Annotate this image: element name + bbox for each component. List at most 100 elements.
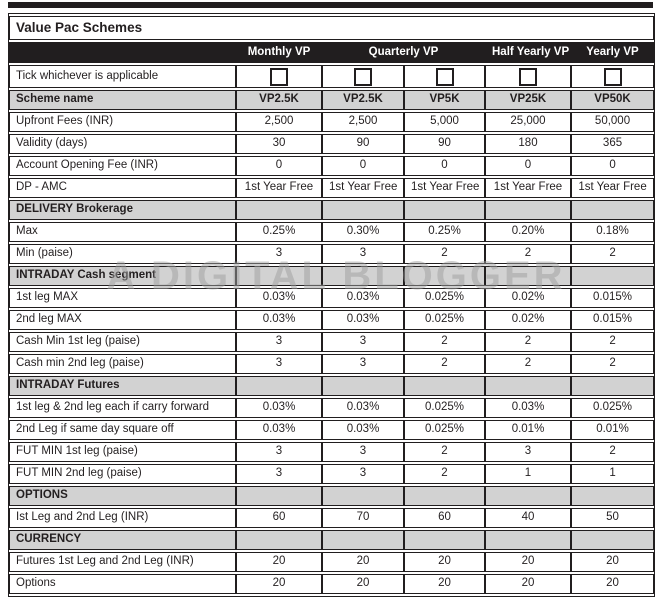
value-cell: 2 (485, 354, 571, 374)
value-cell: 20 (236, 552, 322, 572)
value-cell (485, 266, 571, 286)
value-cell: 2 (404, 244, 485, 264)
value-cell: 0.03% (322, 310, 404, 330)
table-row-cash-min-2nd-leg-paise: Cash min 2nd leg (paise) 3 3 2 2 2 (9, 354, 655, 374)
value-cell: 0.015% (571, 288, 655, 308)
tick-checkbox-half-yearly-vp[interactable] (519, 67, 537, 86)
tick-checkbox-yearly-vp[interactable] (603, 67, 622, 86)
row-label: Validity (days) (9, 134, 236, 154)
tick-checkbox-monthly-vp[interactable] (270, 67, 288, 86)
row-label: DELIVERY Brokerage (9, 200, 236, 220)
table-row-2nd-leg-max: 2nd leg MAX 0.03% 0.03% 0.025% 0.02% 0.015% (9, 310, 655, 330)
value-cell (485, 200, 571, 220)
row-label: 2nd Leg if same day square off (9, 420, 236, 440)
value-cell: 0.25% (236, 222, 322, 242)
value-cell: 0.20% (485, 222, 571, 242)
column-header-monthly-vp: Monthly VP (236, 42, 322, 63)
row-label: Cash Min 1st leg (paise) (9, 332, 236, 352)
value-cell: 2,500 (322, 112, 404, 132)
value-cell: 1st Year Free (236, 178, 322, 198)
value-cell (571, 530, 655, 550)
value-cell: 0 (404, 156, 485, 176)
table-title-row: Value Pac Schemes (9, 16, 655, 40)
value-cell: 0.01% (485, 420, 571, 440)
table-row-1st-leg-2nd-leg-each-if-carry-forward: 1st leg & 2nd leg each if carry forward 0… (9, 398, 655, 418)
value-cell: 2 (404, 464, 485, 484)
value-cell (236, 266, 322, 286)
value-cell: 0 (571, 156, 655, 176)
row-label: Account Opening Fee (INR) (9, 156, 236, 176)
column-header-quarterly-vp: Quarterly VP (322, 42, 485, 63)
table-row-options: Options 20 20 20 20 20 (9, 574, 655, 594)
row-label: Cash min 2nd leg (paise) (9, 354, 236, 374)
tick-cell-quarterly-vp-1 (322, 65, 404, 88)
value-cell: 20 (404, 574, 485, 594)
table-row-scheme-name: Scheme name VP2.5K VP2.5K VP5K VP25K VP50K (9, 90, 655, 110)
value-cell: 3 (322, 464, 404, 484)
value-cell: 1 (571, 464, 655, 484)
row-label: DP - AMC (9, 178, 236, 198)
column-header-half-yearly-vp: Half Yearly VP (485, 42, 571, 63)
row-label: Max (9, 222, 236, 242)
value-cell: 3 (236, 244, 322, 264)
row-label: Futures 1st Leg and 2nd Leg (INR) (9, 552, 236, 572)
value-cell: 1st Year Free (571, 178, 655, 198)
row-label: Scheme name (9, 90, 236, 110)
value-cell (571, 266, 655, 286)
row-label: Ist Leg and 2nd Leg (INR) (9, 508, 236, 528)
value-cell: 0.03% (322, 398, 404, 418)
value-cell (571, 200, 655, 220)
table-row-currency: CURRENCY (9, 530, 655, 550)
tick-row: Tick whichever is applicable (9, 65, 655, 88)
value-cell (404, 200, 485, 220)
value-cell: 0.025% (404, 288, 485, 308)
tick-checkbox-quarterly-vp-1[interactable] (354, 67, 372, 86)
value-cell: 3 (236, 442, 322, 462)
value-cell: VP50K (571, 90, 655, 110)
row-label: FUT MIN 2nd leg (paise) (9, 464, 236, 484)
value-cell (404, 530, 485, 550)
table-row-cash-min-1st-leg-paise: Cash Min 1st leg (paise) 3 3 2 2 2 (9, 332, 655, 352)
value-cell: 20 (571, 552, 655, 572)
value-cell: 0.025% (404, 420, 485, 440)
value-cell: 0 (236, 156, 322, 176)
value-cell: 20 (485, 574, 571, 594)
value-cell (322, 266, 404, 286)
value-cell: 0 (485, 156, 571, 176)
value-cell: 3 (322, 244, 404, 264)
value-cell (236, 200, 322, 220)
value-cell: VP25K (485, 90, 571, 110)
value-cell: 0.02% (485, 288, 571, 308)
table-row-futures-1st-leg-and-2nd-leg-inr: Futures 1st Leg and 2nd Leg (INR) 20 20 20 2… (9, 552, 655, 572)
tick-checkbox-quarterly-vp-2[interactable] (435, 67, 454, 86)
value-cell: 5,000 (404, 112, 485, 132)
value-cell: 0.03% (236, 420, 322, 440)
value-cell: 365 (571, 134, 655, 154)
row-label: Min (paise) (9, 244, 236, 264)
value-cell (485, 530, 571, 550)
table-row-intraday-cash-segment: INTRADAY Cash segment (9, 266, 655, 286)
value-cell: 1st Year Free (404, 178, 485, 198)
value-cell: 20 (404, 552, 485, 572)
value-pac-table-container: Value Pac Schemes Monthly VP Quarterly VP… (8, 13, 656, 597)
value-cell (404, 486, 485, 506)
value-cell: 20 (485, 552, 571, 572)
value-cell: 2 (404, 442, 485, 462)
value-cell: 0.03% (236, 310, 322, 330)
value-cell (322, 530, 404, 550)
column-header-row: Monthly VP Quarterly VP Half Yearly VP Year… (9, 42, 655, 63)
value-cell: 20 (236, 574, 322, 594)
value-cell: 0.01% (571, 420, 655, 440)
tick-cell-monthly-vp (236, 65, 322, 88)
value-cell (485, 486, 571, 506)
value-cell (236, 376, 322, 396)
value-cell (404, 266, 485, 286)
row-label: FUT MIN 1st leg (paise) (9, 442, 236, 462)
value-cell: 0.03% (322, 420, 404, 440)
value-cell: 2 (571, 244, 655, 264)
table-row-dp-amc: DP - AMC 1st Year Free 1st Year Free 1st Ye… (9, 178, 655, 198)
value-cell (322, 200, 404, 220)
value-cell: 3 (236, 332, 322, 352)
table-row-options: OPTIONS (9, 486, 655, 506)
column-header-yearly-vp: Yearly VP (571, 42, 655, 63)
